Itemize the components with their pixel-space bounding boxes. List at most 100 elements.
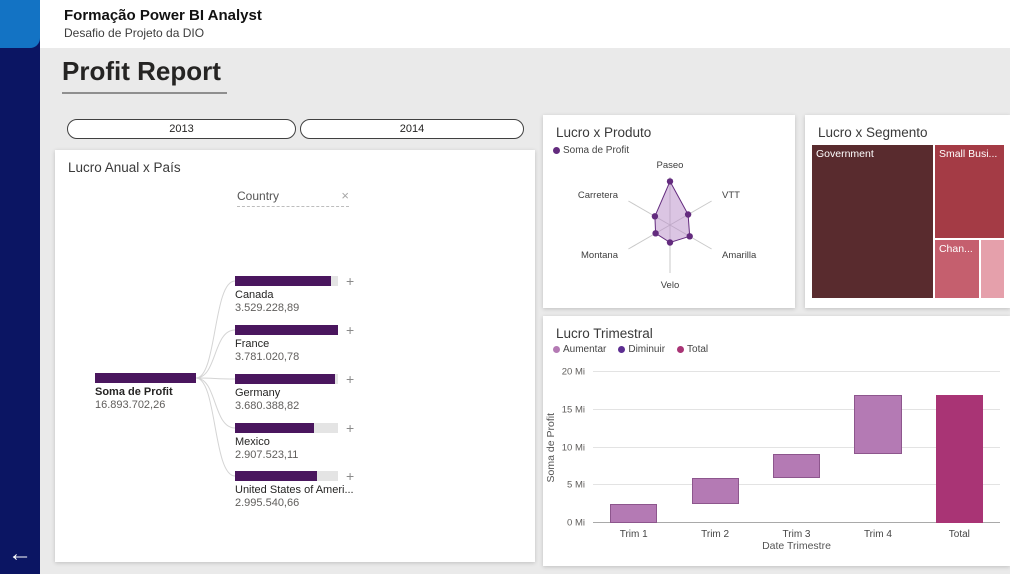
connector-path — [195, 280, 236, 379]
y-axis-tick: 10 Mi — [561, 442, 585, 453]
visual-title: Lucro Anual x País — [68, 160, 181, 175]
treemap-segment-channel[interactable]: Chan... — [934, 240, 980, 298]
legend-item[interactable]: Total — [677, 344, 708, 355]
radar-point — [652, 230, 659, 237]
connector-path — [195, 377, 236, 429]
expand-plus-icon[interactable]: + — [346, 371, 355, 387]
visual-title: Lucro x Produto — [556, 125, 652, 140]
expand-plus-icon[interactable]: + — [346, 273, 355, 289]
waterfall-slot: Trim 4 — [837, 372, 918, 540]
waterfall-bars: Trim 1 Trim 2 Trim 3 Trim 4 Total — [593, 372, 1000, 540]
page-title: Profit Report — [62, 56, 227, 94]
waterfall-slot: Trim 3 — [756, 372, 837, 540]
segment-label: Small Busi... — [938, 148, 998, 160]
x-axis-label: Trim 3 — [782, 529, 811, 540]
radar-point — [686, 233, 693, 240]
waterfall-bar[interactable] — [610, 504, 658, 523]
x-axis-label: Trim 4 — [863, 529, 892, 540]
breakdown-field-header[interactable]: Country × — [237, 188, 349, 207]
expand-plus-icon[interactable]: + — [346, 322, 355, 338]
app-header: Formação Power BI Analyst Desafio de Pro… — [40, 0, 1010, 48]
tree-node-canada[interactable]: + Canada 3.529.228,89 — [235, 273, 405, 314]
expand-plus-icon[interactable]: + — [346, 420, 355, 436]
tree-node-france[interactable]: + France 3.781.020,78 — [235, 322, 405, 363]
node-value: 3.680.388,82 — [235, 400, 300, 412]
treemap: Government Small Busi... Chan... — [812, 145, 1004, 298]
radar-axis-label: VTT — [722, 190, 740, 201]
radar-chart[interactable]: Paseo VTT Amarilla Velo Montana Carretera — [543, 155, 795, 305]
visual-waterfall-chart[interactable]: Lucro Trimestral Aumentar Diminuir Total S… — [543, 316, 1010, 566]
visual-treemap[interactable]: Lucro x Segmento Government Small Busi..… — [805, 115, 1010, 308]
radar-axis-label: Paseo — [657, 160, 684, 171]
waterfall-slot: Total — [919, 372, 1000, 540]
node-label: United States of Ameri... — [235, 484, 354, 496]
y-axis-ticks: 0 Mi 5 Mi 10 Mi 15 Mi 20 Mi — [553, 367, 585, 529]
node-value: 2.995.540,66 — [235, 497, 300, 509]
close-icon[interactable]: × — [341, 188, 349, 203]
radar-legend: Soma de Profit — [553, 145, 629, 156]
node-bar — [235, 423, 338, 433]
segment-label: Government — [816, 148, 874, 160]
radar-point — [684, 211, 692, 218]
legend-item[interactable]: Aumentar — [553, 344, 606, 355]
tree-node-germany[interactable]: + Germany 3.680.388,82 — [235, 371, 405, 412]
nav-sidebar: ← — [0, 0, 40, 574]
legend-dot-icon — [618, 346, 626, 353]
expand-plus-icon[interactable]: + — [346, 468, 355, 484]
node-bar — [235, 325, 338, 335]
node-value: 3.781.020,78 — [235, 351, 300, 363]
radar-axis-label: Carretera — [578, 190, 619, 201]
node-label: France — [235, 338, 270, 350]
radar-axis-label: Amarilla — [722, 250, 757, 261]
segment-label: Chan... — [938, 243, 973, 256]
node-bar — [235, 374, 338, 384]
radar-point — [666, 239, 674, 246]
node-bar — [95, 373, 196, 383]
visual-title: Lucro Trimestral — [556, 326, 653, 341]
node-bar — [235, 471, 338, 481]
gridline — [593, 408, 1000, 410]
radar-axis-label: Velo — [661, 280, 680, 291]
tree-node-root[interactable]: Soma de Profit 16.893.702,26 — [95, 373, 245, 411]
radar-point — [651, 213, 659, 220]
app-subtitle: Desafio de Projeto da DIO — [64, 26, 205, 40]
gridline — [593, 484, 1000, 486]
year-slicer-2013[interactable]: 2013 — [67, 119, 296, 139]
waterfall-bar[interactable] — [772, 453, 821, 478]
visual-title: Lucro x Segmento — [818, 125, 928, 140]
node-value: 3.529.228,89 — [235, 302, 300, 314]
x-axis-label: Trim 1 — [619, 529, 648, 540]
node-label: Canada — [235, 289, 274, 301]
connector-path — [195, 329, 236, 379]
node-bar — [235, 276, 338, 286]
treemap-column: Small Busi... Chan... — [934, 145, 1004, 298]
waterfall-bar[interactable] — [854, 395, 902, 454]
treemap-row: Chan... — [934, 240, 1004, 298]
report-canvas: Profit Report 2013 2014 Lucro Anual x Pa… — [40, 48, 1010, 574]
legend-dot-icon — [677, 346, 685, 353]
legend-dot-icon — [553, 346, 560, 353]
plot-area: Trim 1 Trim 2 Trim 3 Trim 4 Total — [593, 371, 1000, 540]
legend-item[interactable]: Soma de Profit — [553, 145, 629, 156]
treemap-segment-other[interactable] — [981, 240, 1004, 298]
waterfall-bar[interactable] — [691, 477, 739, 505]
back-button[interactable]: ← — [8, 540, 32, 567]
waterfall-bar[interactable] — [935, 395, 983, 523]
legend-item[interactable]: Diminuir — [618, 344, 665, 355]
visual-radar-chart[interactable]: Lucro x Produto Soma de Profit Paseo VTT A… — [543, 115, 795, 308]
waterfall-slot: Trim 2 — [674, 372, 755, 540]
connector-path — [195, 377, 236, 380]
tree-node-united-states[interactable]: + United States of Ameri... 2.995.540,66 — [235, 468, 405, 509]
treemap-segment-government[interactable]: Government — [812, 145, 933, 298]
tree-node-mexico[interactable]: + Mexico 2.907.523,11 — [235, 420, 405, 461]
visual-decomposition-tree[interactable]: Lucro Anual x País Country × Soma de Pro… — [55, 150, 535, 562]
x-axis-label: Total — [948, 529, 970, 540]
year-slicer-2014[interactable]: 2014 — [300, 119, 524, 139]
tree-connector-lines — [195, 280, 236, 477]
waterfall-legend: Aumentar Diminuir Total — [553, 344, 708, 355]
radar-point — [666, 178, 674, 185]
treemap-segment-small-business[interactable]: Small Busi... — [934, 145, 1004, 239]
y-axis-tick: 5 Mi — [567, 479, 585, 491]
legend-dot-icon — [553, 147, 560, 154]
app-logo — [0, 0, 40, 48]
